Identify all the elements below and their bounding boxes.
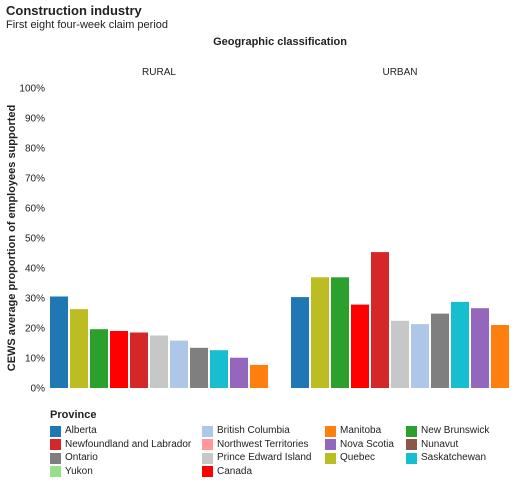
bar-urban-canada: [351, 304, 369, 388]
legend-item: New Brunswick: [406, 425, 489, 438]
bar-urban-saskatchewan: [451, 301, 469, 388]
legend-label: Nova Scotia: [340, 438, 394, 450]
legend-label: Nunavut: [421, 438, 459, 450]
chart-title: Construction industry: [6, 3, 142, 18]
legend-label: Saskatchewan: [421, 452, 487, 463]
legend-item: Canada: [202, 466, 252, 479]
bar-rural-new-brunswick: [90, 329, 108, 388]
y-tick-label: 100%: [19, 84, 45, 95]
bar-urban-newfoundland-and-labrador: [371, 252, 389, 388]
legend-label: British Columbia: [217, 425, 290, 436]
legend-item: Ontario: [50, 452, 98, 465]
bar-chart: Geographic classification CEWS average pr…: [6, 36, 509, 395]
legend-swatch: [202, 466, 213, 477]
legend-label: Northwest Territories: [217, 438, 309, 450]
bar-rural-manitoba: [250, 364, 268, 388]
legend-swatch: [202, 425, 213, 437]
legend-item: Northwest Territories: [202, 439, 309, 452]
legend-label: Quebec: [340, 452, 376, 463]
bar-rural-canada: [110, 331, 128, 388]
legend-swatch: [325, 439, 336, 450]
bar-urban-new-brunswick: [331, 277, 349, 388]
legend-swatch: [50, 425, 61, 437]
legend-label: Prince Edward Island: [217, 452, 312, 463]
legend-swatch: [325, 425, 336, 437]
bar-urban-prince-edward-island: [391, 320, 409, 388]
y-tick-label: 80%: [25, 144, 45, 155]
bar-urban-alberta: [291, 297, 309, 388]
legend-swatch: [325, 452, 336, 464]
bar-urban-british-columbia: [411, 324, 429, 388]
bar-rural-quebec: [70, 309, 88, 388]
bar-urban-manitoba: [491, 325, 509, 388]
legend-swatch: [406, 425, 417, 437]
legend-label: Ontario: [65, 452, 98, 463]
y-tick-label: 70%: [25, 174, 45, 185]
bar-rural-newfoundland-and-labrador: [130, 332, 148, 388]
y-tick-label: 10%: [25, 354, 45, 365]
legend-label: Alberta: [65, 425, 97, 436]
legend-swatch: [50, 466, 61, 477]
y-tick-label: 60%: [25, 204, 45, 215]
legend-item: Quebec: [325, 452, 375, 465]
legend-item: British Columbia: [202, 425, 290, 438]
legend-item: Yukon: [50, 466, 93, 479]
legend-swatch: [50, 439, 61, 450]
bar-urban-quebec: [311, 277, 329, 388]
bar-rural-alberta: [50, 296, 68, 388]
y-tick-label: 40%: [25, 264, 45, 275]
chart-subtitle: First eight four-week claim period: [6, 19, 169, 31]
bar-urban-nova-scotia: [471, 308, 489, 388]
legend-swatch: [202, 452, 213, 464]
y-tick-label: 20%: [25, 324, 45, 335]
y-tick-label: 0%: [31, 384, 46, 395]
bar-rural-saskatchewan: [210, 350, 228, 388]
legend-title: Province: [50, 409, 97, 421]
panel-title: URBAN: [382, 67, 417, 78]
legend-item: Nunavut: [406, 439, 458, 452]
legend-label: New Brunswick: [421, 425, 490, 436]
legend-item: Prince Edward Island: [202, 452, 312, 465]
legend-item: Saskatchewan: [406, 452, 486, 465]
bar-rural-prince-edward-island: [150, 335, 168, 388]
legend-item: Newfoundland and Labrador: [50, 439, 191, 452]
y-tick-label: 90%: [25, 114, 45, 125]
legend-label: Manitoba: [340, 425, 382, 436]
legend-swatch: [406, 439, 417, 450]
y-tick-label: 50%: [25, 234, 45, 245]
facet-title: Geographic classification: [213, 36, 347, 48]
legend-label: Newfoundland and Labrador: [65, 438, 192, 450]
legend-label: Yukon: [65, 465, 93, 477]
bar-rural-ontario: [190, 347, 208, 388]
legend-label: Canada: [217, 465, 253, 477]
legend-swatch: [406, 452, 417, 464]
legend-swatch: [202, 439, 213, 450]
bar-rural-british-columbia: [170, 340, 188, 388]
panel-title: RURAL: [142, 67, 176, 78]
bar-rural-nova-scotia: [230, 357, 248, 388]
y-axis-label: CEWS average proportion of employees sup…: [6, 105, 18, 372]
y-tick-label: 30%: [25, 294, 45, 305]
legend-item: Nova Scotia: [325, 439, 394, 452]
bar-urban-ontario: [431, 313, 449, 388]
legend-item: Alberta: [50, 425, 97, 438]
legend-item: Manitoba: [325, 425, 381, 438]
legend-swatch: [50, 452, 61, 464]
